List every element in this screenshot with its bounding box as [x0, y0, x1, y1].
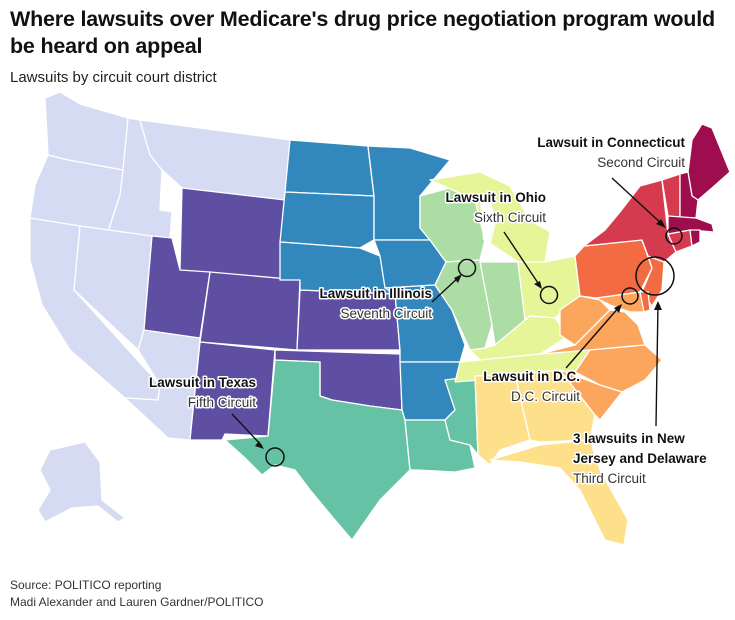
credit-note: Madi Alexander and Lauren Gardner/POLITI…: [10, 595, 264, 609]
chart-title: Where lawsuits over Medicare's drug pric…: [10, 7, 715, 58]
marker-connecticut: [665, 227, 683, 245]
leader-texas: [231, 413, 263, 447]
label-ohio-circuit: Sixth Circuit: [474, 210, 546, 225]
seventh-circuit-region: [419, 187, 526, 351]
marker-illinois: [457, 258, 477, 278]
marker-dc: [621, 287, 639, 305]
leader-lines: [231, 177, 665, 447]
arrow-illinois: [454, 274, 462, 283]
label-ohio-title: Lawsuit in Ohio: [446, 190, 547, 205]
arrow-connecticut: [656, 219, 666, 228]
leader-arrows: [255, 219, 666, 449]
marker-ohio: [539, 285, 559, 305]
state-wyoming: [179, 187, 286, 281]
leader-connecticut: [611, 177, 665, 227]
leader-illinois: [431, 275, 461, 303]
label-nj-de-circuit: Third Circuit: [573, 471, 646, 486]
state-maine: [687, 123, 731, 201]
arrow-nj-de: [654, 301, 662, 310]
marker-texas: [265, 447, 285, 467]
ninth-circuit-region: [29, 91, 291, 523]
eighth-circuit-region: [279, 139, 466, 421]
state-texas: [224, 359, 411, 541]
eleventh-circuit-region: [474, 369, 629, 546]
state-florida: [489, 439, 629, 546]
state-south-carolina: [559, 369, 623, 421]
label-nj-de-title-line1: 3 lawsuits in New: [573, 431, 685, 446]
state-north-dakota: [284, 139, 375, 197]
label-dc-circuit: D.C. Circuit: [511, 389, 580, 404]
leader-ohio: [503, 231, 541, 287]
marker-nj-de: [635, 256, 675, 296]
label-nj-de-title-line2: Jersey and Delaware: [573, 451, 707, 466]
state-rhode-island: [689, 229, 701, 247]
label-texas-circuit: Fifth Circuit: [188, 395, 257, 410]
label-connecticut-circuit: Second Circuit: [597, 155, 685, 170]
leader-nj-de: [655, 303, 659, 427]
lake-michigan: [480, 196, 496, 246]
leader-dc: [565, 305, 621, 369]
chart-subtitle: Lawsuits by circuit court district: [10, 69, 217, 86]
state-alaska: [37, 441, 126, 523]
state-new-mexico: [189, 341, 276, 441]
label-illinois-circuit: Seventh Circuit: [340, 306, 432, 321]
state-montana: [139, 119, 291, 201]
arrow-dc: [614, 304, 622, 313]
label-connecticut-title: Lawsuit in Connecticut: [537, 135, 685, 150]
footer: Source: POLITICO reporting Madi Alexande…: [10, 577, 263, 611]
label-texas-title: Lawsuit in Texas: [149, 375, 256, 390]
state-colorado: [199, 271, 301, 351]
arrow-texas: [255, 441, 264, 449]
source-note: Source: POLITICO reporting: [10, 578, 162, 592]
label-illinois-title: Lawsuit in Illinois: [319, 286, 432, 301]
state-south-dakota: [279, 191, 375, 249]
arrow-ohio: [534, 281, 542, 289]
third-circuit-region: [574, 239, 665, 313]
fifth-circuit-region: [224, 359, 479, 541]
label-dc-title: Lawsuit in D.C.: [483, 369, 580, 384]
state-nebraska: [279, 241, 396, 295]
